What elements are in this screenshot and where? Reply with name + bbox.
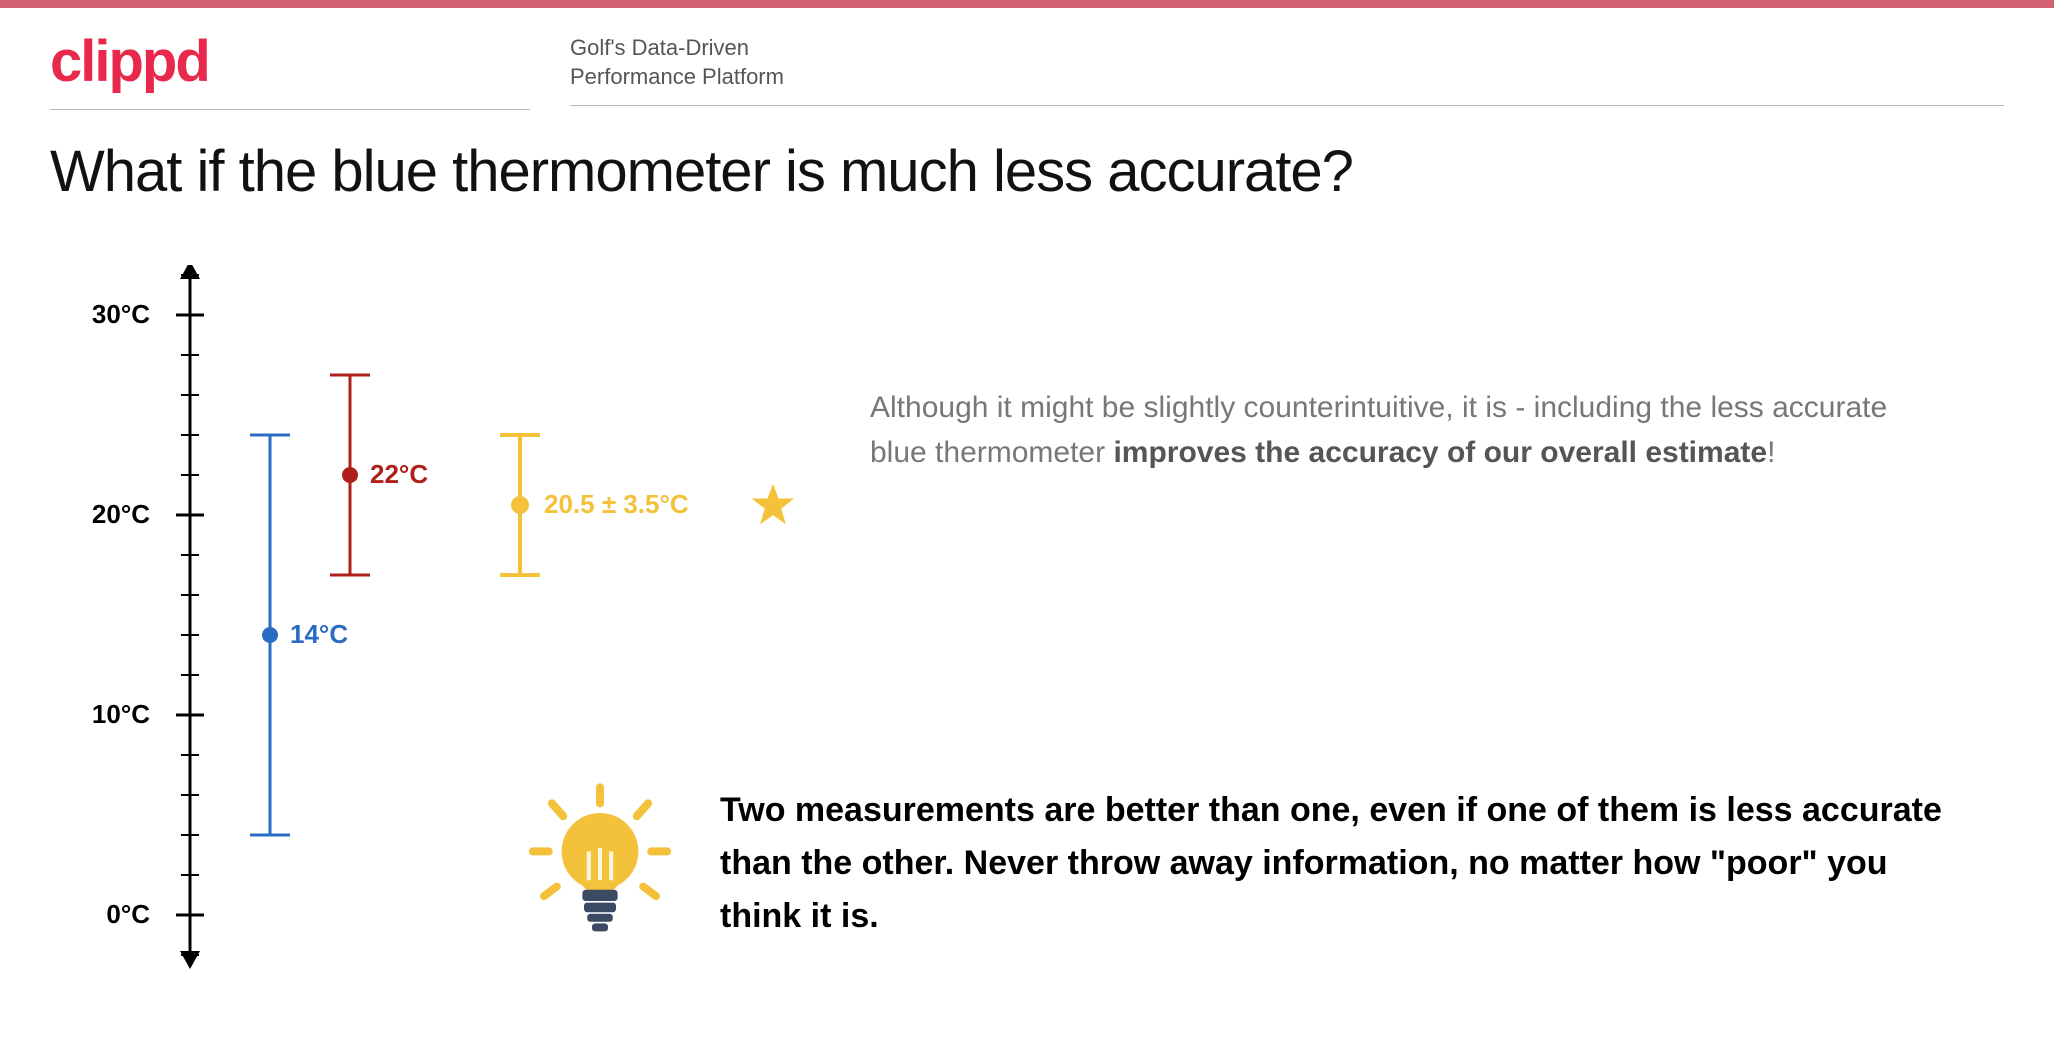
logo-block: clippd	[50, 28, 530, 110]
content: 0°C 10°C 20°C 30°C 14°C 22°C 20.5 ± 3.5°C Alt…	[0, 205, 2054, 1005]
axis-tick-label: 20°C	[50, 499, 150, 530]
header: clippd Golf's Data-Driven Performance Pl…	[0, 8, 2054, 110]
takeaway-text: Two measurements are better than one, ev…	[720, 784, 1960, 942]
tagline-block: Golf's Data-Driven Performance Platform	[570, 28, 2004, 106]
lightbulb-icon	[520, 781, 680, 946]
page-title: What if the blue thermometer is much les…	[0, 110, 2054, 205]
axis-tick-label: 0°C	[50, 899, 150, 930]
series-label-red: 22°C	[370, 459, 428, 490]
brand-logo: clippd	[50, 28, 530, 95]
takeaway-row: Two measurements are better than one, ev…	[520, 781, 1960, 946]
tagline-line1: Golf's Data-Driven	[570, 34, 2004, 63]
axis-tick-label: 10°C	[50, 699, 150, 730]
series-label-yellow: 20.5 ± 3.5°C	[544, 489, 689, 520]
axis-tick-label: 30°C	[50, 299, 150, 330]
explanation-paragraph: Although it might be slightly counterint…	[870, 385, 1950, 475]
star-icon	[750, 482, 796, 533]
explain-bold: improves the accuracy of our overall est…	[1113, 436, 1767, 469]
series-label-blue: 14°C	[290, 619, 348, 650]
explain-suffix: !	[1767, 436, 1775, 469]
tagline-line2: Performance Platform	[570, 63, 2004, 92]
top-accent-bar	[0, 0, 2054, 8]
